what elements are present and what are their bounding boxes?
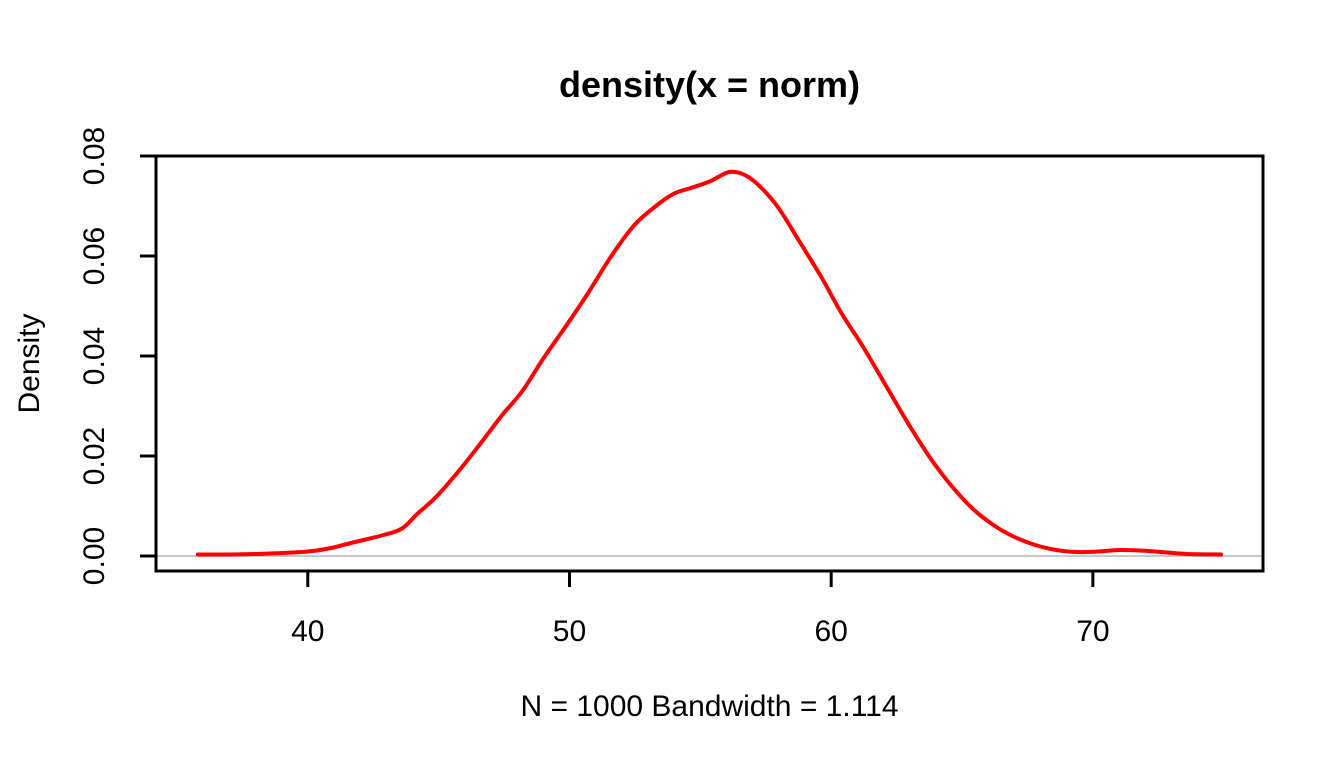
x-axis-tick-label: 50: [553, 615, 586, 648]
x-axis-tick-label: 70: [1076, 615, 1109, 648]
plot-border-box: [154, 154, 1265, 573]
y-axis-tick-label: 0.04: [78, 327, 111, 385]
plot-title: density(x = norm): [559, 64, 860, 105]
y-axis-tick-label: 0.00: [78, 527, 111, 585]
x-axis-tick-label: 40: [291, 615, 324, 648]
y-axis-tick-label: 0.08: [78, 127, 111, 185]
density-curve: [195, 169, 1224, 557]
x-axis-label: N = 1000 Bandwidth = 1.114: [520, 690, 898, 723]
x-axis-tick-label: 60: [815, 615, 848, 648]
y-axis-tick-label: 0.02: [78, 427, 111, 485]
y-axis-label: Density: [13, 313, 46, 413]
y-axis-tick-label: 0.06: [78, 227, 111, 285]
